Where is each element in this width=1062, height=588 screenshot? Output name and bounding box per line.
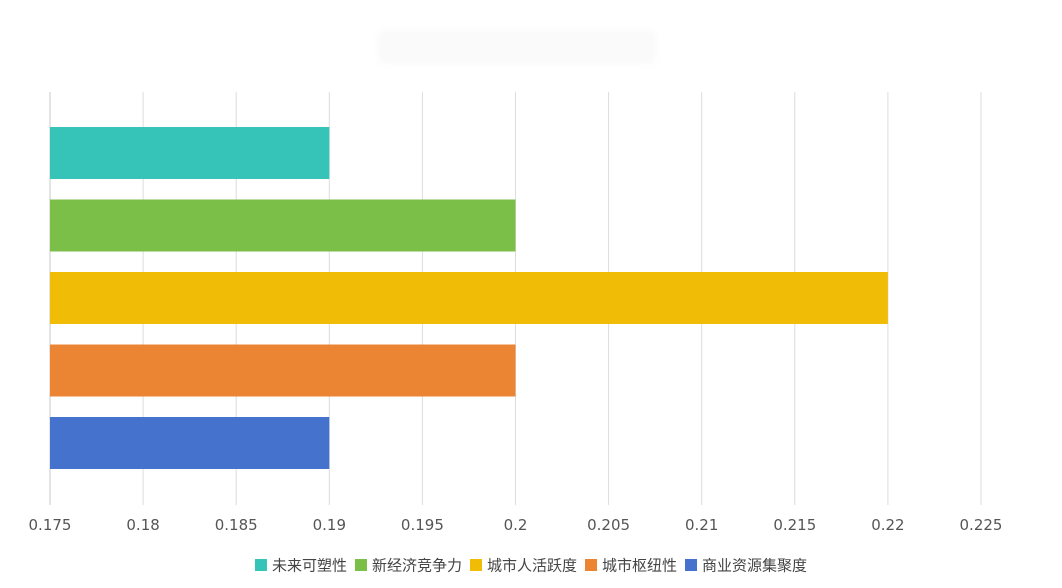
legend-swatch	[254, 559, 267, 571]
x-tick-label: 0.215	[773, 516, 816, 534]
x-tick-label: 0.22	[871, 516, 904, 534]
legend-item[interactable]: 城市人活跃度	[469, 557, 577, 575]
legend-swatch	[685, 559, 698, 571]
legend-swatch	[585, 559, 598, 571]
bar[interactable]	[50, 344, 516, 397]
legend-swatch	[469, 559, 482, 571]
x-tick-label: 0.195	[401, 516, 444, 534]
x-tick-label: 0.225	[960, 516, 1003, 534]
x-tick-label: 0.185	[215, 516, 258, 534]
legend-label: 未来可塑性	[272, 557, 347, 575]
chart-title-area	[378, 30, 656, 64]
legend: 未来可塑性 新经济竞争力 城市人活跃度 城市枢纽性 商业资源集聚度	[254, 557, 807, 575]
x-tick-label: 0.205	[587, 516, 630, 534]
x-tick-label: 0.175	[29, 516, 72, 534]
x-axis-ticks: 0.175 0.18 0.185 0.19 0.195 0.2 0.205 0.21 0.215…	[29, 516, 1003, 534]
x-tick-label: 0.21	[685, 516, 718, 534]
x-tick-label: 0.2	[504, 516, 528, 534]
legend-item[interactable]: 未来可塑性	[254, 557, 347, 575]
legend-label: 商业资源集聚度	[702, 557, 807, 575]
legend-item[interactable]: 商业资源集聚度	[685, 557, 807, 575]
legend-swatch	[354, 559, 367, 571]
legend-label: 城市人活跃度	[487, 557, 577, 575]
legend-item[interactable]: 新经济竞争力	[354, 557, 462, 575]
bar[interactable]	[50, 199, 516, 252]
bar[interactable]	[50, 417, 330, 469]
legend-label: 新经济竞争力	[372, 557, 462, 575]
bar[interactable]	[50, 127, 330, 179]
legend-label: 城市枢纽性	[602, 557, 677, 575]
bars-group	[50, 127, 888, 469]
x-tick-label: 0.18	[126, 516, 159, 534]
x-tick-label: 0.19	[313, 516, 346, 534]
legend-item[interactable]: 城市枢纽性	[585, 557, 677, 575]
bar[interactable]	[50, 272, 888, 324]
